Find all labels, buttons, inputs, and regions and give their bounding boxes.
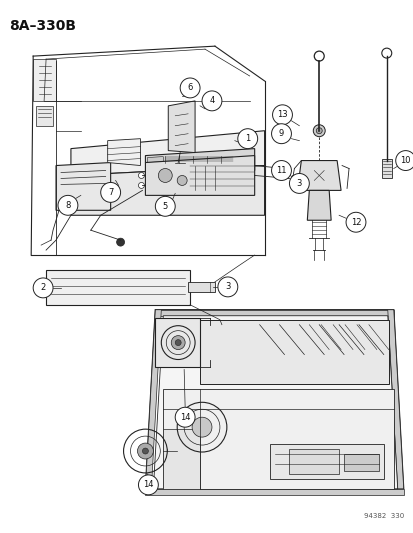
Circle shape — [100, 182, 120, 203]
Polygon shape — [163, 429, 199, 489]
Circle shape — [158, 168, 172, 182]
Circle shape — [33, 278, 53, 298]
Text: 7: 7 — [108, 188, 113, 197]
Text: 5: 5 — [162, 202, 168, 211]
Polygon shape — [306, 190, 330, 220]
Text: 2: 2 — [40, 284, 45, 293]
Polygon shape — [145, 489, 403, 495]
Polygon shape — [381, 158, 391, 179]
Polygon shape — [33, 59, 56, 101]
Circle shape — [175, 407, 195, 427]
Polygon shape — [145, 156, 254, 196]
Polygon shape — [199, 320, 388, 384]
Text: 11: 11 — [275, 166, 286, 175]
Polygon shape — [188, 282, 214, 292]
Polygon shape — [147, 157, 163, 163]
Text: 12: 12 — [350, 218, 361, 227]
Text: 1: 1 — [244, 134, 250, 143]
Polygon shape — [343, 454, 378, 471]
Text: 6: 6 — [187, 84, 192, 92]
Polygon shape — [163, 389, 393, 489]
Text: 8: 8 — [65, 201, 71, 210]
Polygon shape — [269, 444, 383, 479]
Polygon shape — [297, 160, 340, 190]
Circle shape — [138, 475, 158, 495]
Text: 13: 13 — [277, 110, 287, 119]
Circle shape — [381, 48, 391, 58]
Polygon shape — [145, 310, 161, 489]
Circle shape — [271, 160, 291, 181]
Polygon shape — [145, 310, 403, 489]
Circle shape — [138, 182, 144, 188]
Circle shape — [272, 105, 292, 125]
Text: 3: 3 — [296, 179, 301, 188]
Polygon shape — [145, 149, 254, 171]
Circle shape — [155, 196, 175, 216]
Text: 8A–330B: 8A–330B — [9, 19, 76, 33]
Polygon shape — [153, 316, 397, 489]
Circle shape — [271, 124, 291, 144]
Polygon shape — [71, 166, 264, 215]
Circle shape — [237, 129, 257, 149]
Circle shape — [180, 78, 199, 98]
Circle shape — [316, 128, 321, 134]
Polygon shape — [71, 131, 264, 175]
Circle shape — [171, 336, 185, 350]
Text: 14: 14 — [180, 413, 190, 422]
Text: 3: 3 — [225, 282, 230, 292]
Circle shape — [217, 277, 237, 297]
Polygon shape — [289, 449, 338, 474]
Circle shape — [175, 340, 181, 345]
Circle shape — [192, 417, 211, 437]
Circle shape — [116, 238, 124, 246]
Circle shape — [345, 212, 365, 232]
Polygon shape — [36, 106, 53, 126]
Polygon shape — [155, 310, 393, 316]
Circle shape — [177, 175, 187, 185]
Circle shape — [202, 91, 221, 111]
Polygon shape — [46, 270, 190, 305]
Text: 9: 9 — [278, 129, 283, 138]
Circle shape — [138, 173, 144, 179]
Circle shape — [142, 448, 148, 454]
Text: 4: 4 — [209, 96, 214, 106]
Circle shape — [395, 151, 413, 171]
Polygon shape — [56, 163, 110, 211]
Polygon shape — [168, 101, 195, 152]
Polygon shape — [155, 318, 199, 367]
Circle shape — [289, 173, 309, 193]
Polygon shape — [107, 139, 140, 166]
Text: 14: 14 — [143, 480, 153, 489]
Circle shape — [137, 443, 153, 459]
Text: 94382  330: 94382 330 — [363, 513, 404, 519]
Circle shape — [58, 196, 78, 215]
Text: 10: 10 — [399, 156, 410, 165]
Circle shape — [313, 125, 325, 136]
Polygon shape — [387, 310, 403, 489]
Circle shape — [218, 324, 224, 330]
Circle shape — [313, 51, 323, 61]
